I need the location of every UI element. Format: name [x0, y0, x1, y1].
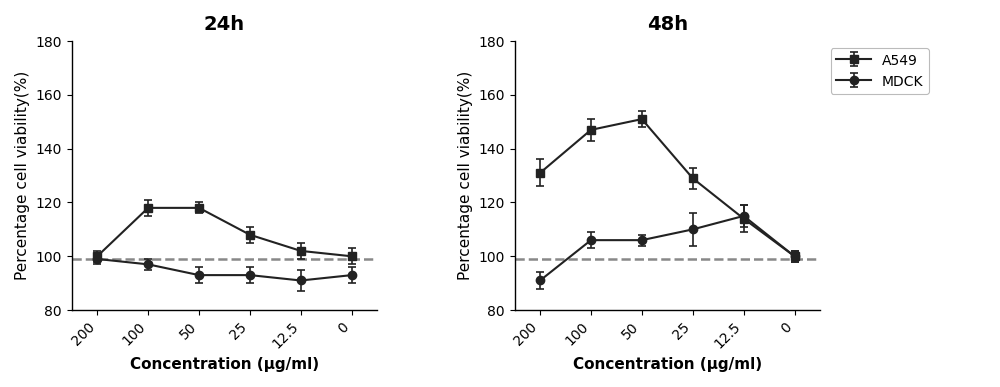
Title: 48h: 48h [647, 15, 688, 34]
X-axis label: Concentration (μg/ml): Concentration (μg/ml) [573, 357, 762, 372]
Y-axis label: Percentage cell viability(%): Percentage cell viability(%) [458, 71, 473, 280]
X-axis label: Concentration (μg/ml): Concentration (μg/ml) [130, 357, 319, 372]
Y-axis label: Percentage cell viability(%): Percentage cell viability(%) [15, 71, 30, 280]
Title: 24h: 24h [204, 15, 245, 34]
Legend: A549, MDCK: A549, MDCK [831, 48, 929, 94]
